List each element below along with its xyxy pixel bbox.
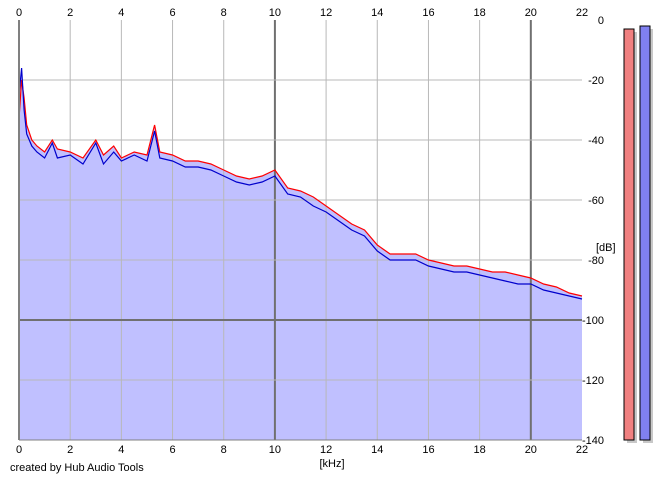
x-tick-label-top: 12 <box>320 7 332 19</box>
x-tick-label-bottom: 20 <box>525 444 537 456</box>
level-meters <box>623 25 653 443</box>
x-tick-label-bottom: 16 <box>422 444 434 456</box>
spectrum-area <box>19 68 582 440</box>
series-line-blue <box>18 67 583 300</box>
y-tick-label: -140 <box>582 435 604 447</box>
y-axis-right: 0 -20 -40 -60 -80 -100 -120 -140 <box>582 15 604 447</box>
y-tick-label: -40 <box>588 135 604 147</box>
x-tick-label-bottom: 8 <box>221 444 227 456</box>
x-axis-label: [kHz] <box>319 458 344 470</box>
level-meter-right <box>639 25 651 441</box>
x-tick-label-top: 2 <box>67 7 73 19</box>
x-tick-label-bottom: 6 <box>169 444 175 456</box>
y-axis-label: [dB] <box>596 242 616 254</box>
x-tick-label-top: 6 <box>169 7 175 19</box>
x-tick-label-top: 14 <box>371 7 383 19</box>
plot-frame <box>18 20 582 441</box>
y-tick-label: -100 <box>582 315 604 327</box>
spectrum-area-fill <box>19 68 582 440</box>
x-tick-label-bottom: 14 <box>371 444 383 456</box>
x-tick-label-bottom: 2 <box>67 444 73 456</box>
x-tick-label-top: 4 <box>118 7 124 19</box>
credit-text: created by Hub Audio Tools <box>10 462 144 474</box>
y-tick-label: -80 <box>588 255 604 267</box>
grid <box>19 20 582 440</box>
x-tick-label-top: 8 <box>221 7 227 19</box>
x-tick-label-top: 22 <box>576 7 588 19</box>
x-tick-label-bottom: 4 <box>118 444 124 456</box>
x-tick-label-bottom: 10 <box>269 444 281 456</box>
x-tick-label-top: 0 <box>16 7 22 19</box>
y-tick-label: 0 <box>598 15 604 27</box>
x-tick-label-top: 10 <box>269 7 281 19</box>
series-line-red <box>18 79 583 297</box>
x-tick-label-bottom: 12 <box>320 444 332 456</box>
y-tick-label: -20 <box>588 75 604 87</box>
y-tick-label: -120 <box>582 375 604 387</box>
x-tick-label-top: 16 <box>422 7 434 19</box>
x-axis-bottom: 0 2 4 6 8 10 12 14 16 18 20 22 <box>16 444 588 456</box>
x-tick-label-bottom: 0 <box>16 444 22 456</box>
x-tick-label-top: 18 <box>474 7 486 19</box>
x-tick-label-top: 20 <box>525 7 537 19</box>
x-tick-label-bottom: 18 <box>474 444 486 456</box>
y-tick-label: -60 <box>588 195 604 207</box>
level-meter-left <box>623 28 635 441</box>
spectrum-series <box>18 67 583 300</box>
x-tick-label-bottom: 22 <box>576 444 588 456</box>
x-axis-top: 0 2 4 6 8 10 12 14 16 18 20 22 <box>16 7 588 19</box>
